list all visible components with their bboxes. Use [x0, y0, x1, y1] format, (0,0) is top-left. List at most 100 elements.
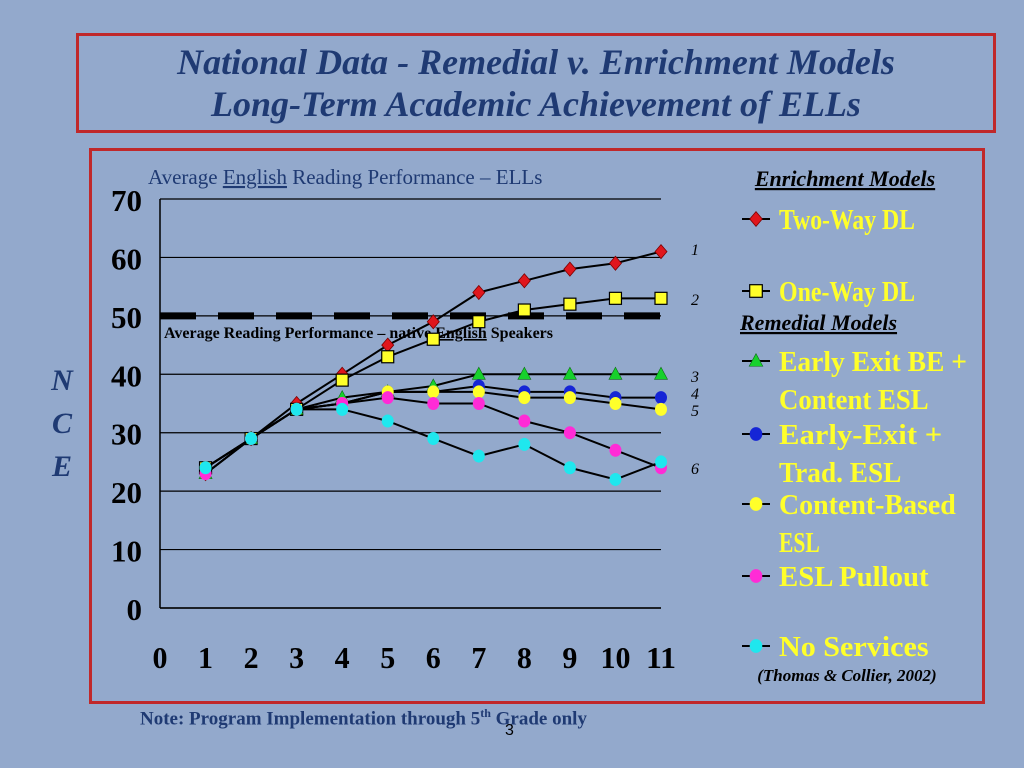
data-point	[336, 402, 349, 416]
y-axis-label-letter: E	[51, 450, 72, 483]
citation: (Thomas & Collier, 2002)	[757, 666, 936, 685]
legend-marker	[749, 569, 763, 583]
data-point	[653, 366, 669, 380]
legend-entry-label: No Services	[779, 631, 929, 663]
legend-entry-label: ESL	[779, 527, 820, 559]
chart-subtitle: Average English Reading Performance – EL…	[148, 165, 542, 189]
data-point	[472, 397, 485, 410]
legend-marker	[749, 427, 763, 441]
title-frame: National Data - Remedial v. Enrichment M…	[76, 33, 996, 133]
data-point	[563, 461, 576, 475]
data-point	[654, 291, 668, 305]
legend-marker	[749, 211, 763, 227]
slide-title-line-2: Long-Term Academic Achievement of ELLs	[211, 84, 861, 124]
data-point	[471, 366, 486, 380]
x-tick-label: 0	[153, 640, 168, 675]
data-point	[290, 402, 303, 416]
data-point	[563, 391, 576, 405]
x-tick-label: 7	[471, 640, 486, 675]
x-tick-label: 6	[426, 640, 441, 675]
legend-entry-label: Trad. ESL	[779, 457, 901, 489]
y-axis-label-letter: N	[50, 364, 74, 397]
y-tick-label: 0	[127, 592, 143, 627]
legend-entry-label: Content-Based	[779, 489, 956, 521]
data-point	[563, 426, 576, 440]
x-tick-label: 2	[244, 640, 259, 675]
data-point	[517, 366, 532, 380]
data-point	[608, 291, 623, 305]
series-rank-label: 2	[691, 292, 699, 309]
y-tick-label: 70	[111, 183, 142, 218]
data-point	[472, 449, 485, 463]
x-tick-label: 5	[380, 640, 395, 675]
data-point	[518, 391, 531, 405]
data-point	[427, 432, 440, 446]
x-tick-label: 10	[600, 640, 630, 675]
data-point	[472, 385, 485, 399]
data-point	[609, 443, 622, 457]
footnote-text-start: Note: Program Implementation through 5	[140, 708, 481, 730]
legend-entry-label: Two-Way DL	[779, 204, 915, 236]
data-point	[563, 261, 577, 277]
data-point	[608, 366, 623, 380]
data-point	[609, 397, 622, 410]
series-rank-label: 5	[691, 403, 699, 420]
x-tick-label: 8	[517, 640, 532, 675]
legend-heading-remedial: Remedial Models	[739, 310, 897, 335]
data-point	[335, 373, 349, 387]
footnote: Note: Program Implementation through 5th…	[140, 706, 587, 730]
footnote-superscript: th	[480, 706, 491, 720]
data-point	[245, 432, 258, 446]
x-tick-label: 4	[335, 640, 350, 675]
footnote-text-end: Grade only	[490, 708, 587, 730]
y-tick-label: 40	[111, 358, 142, 393]
data-point	[517, 273, 531, 289]
x-tick-label: 1	[198, 640, 213, 675]
data-point	[608, 255, 622, 271]
legend-entry-label: Early Exit BE +	[779, 346, 967, 378]
y-axis-label-letter: C	[52, 407, 73, 440]
data-point	[472, 284, 486, 301]
legend-entry-label: Content ESL	[779, 384, 929, 416]
y-tick-label: 30	[111, 417, 142, 452]
y-tick-label: 10	[111, 534, 142, 569]
data-point	[381, 414, 394, 428]
data-point	[609, 472, 622, 486]
legend-marker	[749, 497, 763, 511]
data-point	[517, 303, 531, 317]
series-rank-label: 3	[690, 369, 699, 386]
legend-marker	[749, 284, 763, 298]
series-rank-label: 6	[691, 461, 699, 478]
y-tick-label: 20	[111, 475, 142, 510]
data-point	[655, 391, 667, 405]
y-tick-label: 60	[111, 241, 142, 276]
data-point	[563, 297, 577, 311]
x-tick-label: 9	[562, 640, 577, 675]
legend-heading-enrichment: Enrichment Models	[754, 166, 935, 191]
x-tick-label: 11	[646, 640, 676, 675]
data-point	[426, 332, 440, 346]
legend-entry-label: ESL Pullout	[779, 561, 929, 593]
chart-frame	[89, 148, 985, 704]
data-point	[654, 243, 668, 260]
data-point	[518, 437, 531, 451]
data-point	[562, 366, 577, 380]
data-point	[518, 414, 531, 428]
data-point	[472, 315, 486, 329]
legend-entry-label: Early-Exit +	[779, 419, 942, 451]
data-point	[427, 397, 440, 410]
slide-title-line-1: National Data - Remedial v. Enrichment M…	[177, 42, 895, 82]
data-point	[655, 402, 667, 416]
legend-marker	[749, 639, 763, 653]
data-point	[199, 461, 212, 475]
y-tick-label: 50	[111, 300, 142, 335]
legend-marker	[748, 353, 764, 367]
series-rank-label: 4	[691, 386, 699, 403]
x-tick-label: 3	[289, 640, 304, 675]
page-number: 3	[505, 722, 514, 739]
data-point	[426, 314, 440, 330]
reference-line-label: Average Reading Performance – native Eng…	[164, 325, 553, 342]
data-point	[381, 350, 395, 364]
data-point	[655, 455, 667, 469]
